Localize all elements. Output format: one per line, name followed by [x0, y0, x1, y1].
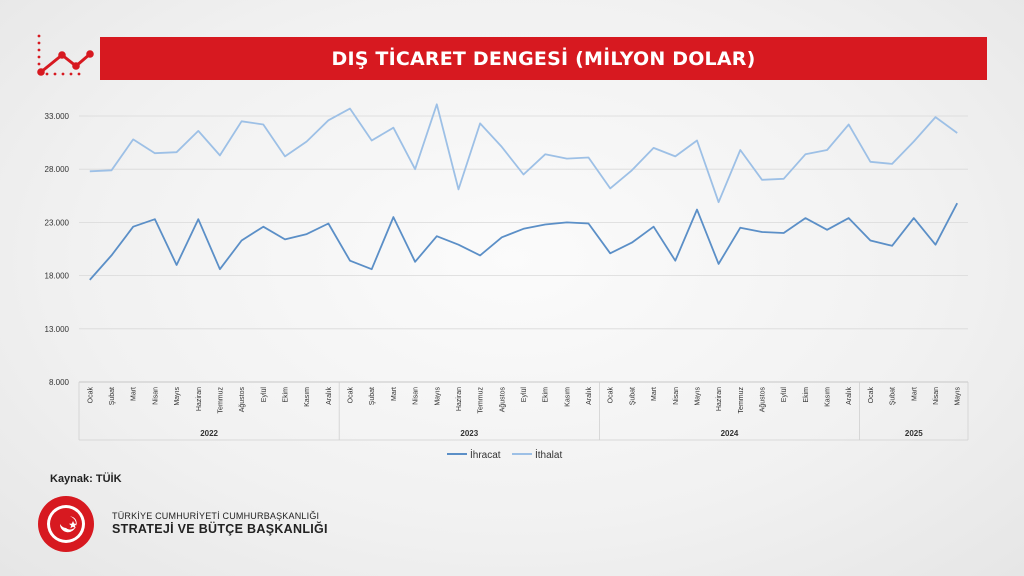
x-tick-label: Kasım: [564, 387, 571, 407]
x-tick-label: Mart: [911, 387, 918, 401]
x-tick-label: Şubat: [629, 387, 636, 405]
year-label: 2025: [905, 429, 923, 438]
x-tick-label: Ekim: [803, 387, 810, 403]
x-tick-label: Eylül: [521, 387, 528, 403]
x-tick-label: Mayıs: [955, 387, 962, 406]
legend-label: İhracat: [470, 448, 501, 461]
page-title: DIŞ TİCARET DENGESİ (MİLYON DOLAR): [100, 37, 987, 80]
x-tick-label: Nisan: [933, 387, 940, 405]
organization-line-2: STRATEJİ VE BÜTÇE BAŞKANLIĞI: [112, 522, 328, 536]
x-tick-label: Ekim: [282, 387, 289, 403]
x-tick-label: Mart: [391, 387, 398, 401]
import-series-line: [89, 103, 958, 204]
x-tick-label: Ağustos: [499, 387, 506, 413]
x-tick-label: Şubat: [369, 387, 376, 405]
x-tick-label: Aralık: [586, 387, 593, 405]
year-label: 2024: [721, 429, 739, 438]
y-tick-label: 13.000: [45, 325, 70, 334]
x-tick-label: Haziran: [716, 387, 723, 411]
x-tick-label: Temmuz: [217, 387, 224, 414]
organization-line-1: TÜRKİYE CUMHURİYETİ CUMHURBAŞKANLIĞI: [112, 511, 320, 521]
x-tick-label: Eylül: [261, 387, 268, 403]
x-tick-label: Nisan: [413, 387, 420, 405]
emblem-seal-icon: [38, 496, 94, 552]
x-tick-label: Ağustos: [239, 387, 246, 413]
x-tick-label: Ocak: [87, 387, 94, 404]
x-tick-label: Ocak: [868, 387, 875, 404]
x-tick-label: Aralık: [846, 387, 853, 405]
x-tick-label: Ekim: [543, 387, 550, 403]
legend-label: İthalat: [535, 448, 562, 461]
year-label: 2022: [200, 429, 218, 438]
x-tick-label: Mayıs: [434, 387, 441, 406]
year-label: 2023: [460, 429, 478, 438]
x-tick-label: Haziran: [196, 387, 203, 411]
x-tick-label: Ocak: [348, 387, 355, 404]
x-tick-label: Temmuz: [478, 387, 485, 414]
x-tick-label: Mart: [131, 387, 138, 401]
y-tick-label: 18.000: [45, 272, 70, 281]
x-tick-label: Ocak: [608, 387, 615, 404]
x-tick-label: Mayıs: [694, 387, 701, 406]
trade-balance-line-chart: 8.000 13.000 18.000 23.000 28.000 33.000 2022…: [45, 103, 969, 461]
x-tick-label: Nisan: [673, 387, 680, 405]
x-tick-label: Temmuz: [738, 387, 745, 414]
x-tick-label: Şubat: [890, 387, 897, 405]
x-tick-label: Mayıs: [174, 387, 181, 406]
source-note: Kaynak: TÜİK: [50, 473, 122, 485]
x-tick-label: Kasım: [825, 387, 832, 407]
trend-chart-icon: [37, 34, 94, 76]
x-tick-label: Kasım: [304, 387, 311, 407]
x-tick-label: Eylül: [781, 387, 788, 403]
y-tick-label: 33.000: [45, 112, 70, 121]
x-tick-label: Nisan: [152, 387, 159, 405]
x-tick-label: Mart: [651, 387, 658, 401]
x-tick-label: Ağustos: [760, 387, 767, 413]
export-series-line: [89, 202, 958, 281]
x-tick-label: Haziran: [456, 387, 463, 411]
y-tick-label: 8.000: [49, 378, 70, 387]
organization-logo-block: TÜRKİYE CUMHURİYETİ CUMHURBAŞKANLIĞI STR…: [36, 494, 336, 554]
x-tick-label: Şubat: [109, 387, 116, 405]
y-tick-label: 28.000: [45, 165, 70, 174]
x-tick-label: Aralık: [326, 387, 333, 405]
y-tick-label: 23.000: [45, 218, 70, 227]
